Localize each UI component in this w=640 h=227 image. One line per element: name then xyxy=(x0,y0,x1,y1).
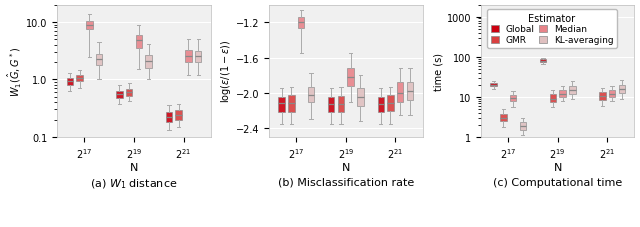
PathPatch shape xyxy=(145,55,152,68)
PathPatch shape xyxy=(298,18,305,28)
PathPatch shape xyxy=(490,84,497,87)
PathPatch shape xyxy=(520,123,526,130)
PathPatch shape xyxy=(185,51,191,63)
PathPatch shape xyxy=(348,69,354,86)
PathPatch shape xyxy=(76,76,83,82)
PathPatch shape xyxy=(378,98,384,113)
PathPatch shape xyxy=(308,87,314,102)
Y-axis label: $W_1(\hat{G}, G^*)$: $W_1(\hat{G}, G^*)$ xyxy=(6,46,24,96)
PathPatch shape xyxy=(126,90,132,96)
PathPatch shape xyxy=(397,83,403,102)
PathPatch shape xyxy=(195,52,202,63)
Text: (c) Computational time: (c) Computational time xyxy=(493,177,622,187)
Text: (b) Misclassification rate: (b) Misclassification rate xyxy=(278,177,414,187)
PathPatch shape xyxy=(357,89,364,107)
PathPatch shape xyxy=(67,79,73,86)
PathPatch shape xyxy=(569,86,575,94)
PathPatch shape xyxy=(407,83,413,100)
PathPatch shape xyxy=(338,97,344,113)
PathPatch shape xyxy=(166,113,172,123)
PathPatch shape xyxy=(599,93,605,100)
X-axis label: N: N xyxy=(342,162,350,172)
Y-axis label: time (s): time (s) xyxy=(434,52,444,90)
Y-axis label: $\log(\varepsilon/(1-\varepsilon))$: $\log(\varepsilon/(1-\varepsilon))$ xyxy=(219,40,233,103)
PathPatch shape xyxy=(387,96,394,112)
PathPatch shape xyxy=(86,22,93,30)
PathPatch shape xyxy=(510,96,516,101)
PathPatch shape xyxy=(550,95,556,102)
PathPatch shape xyxy=(328,98,335,113)
Text: (a) $W_1$ distance: (a) $W_1$ distance xyxy=(90,177,178,190)
PathPatch shape xyxy=(136,35,142,49)
PathPatch shape xyxy=(288,96,294,113)
PathPatch shape xyxy=(609,91,615,97)
PathPatch shape xyxy=(619,86,625,94)
PathPatch shape xyxy=(175,111,182,120)
X-axis label: N: N xyxy=(130,162,138,172)
PathPatch shape xyxy=(500,114,506,121)
PathPatch shape xyxy=(278,98,285,113)
PathPatch shape xyxy=(589,38,596,45)
Legend: Global, GMR, Median, KL-averaging: Global, GMR, Median, KL-averaging xyxy=(487,10,617,49)
PathPatch shape xyxy=(559,91,566,97)
PathPatch shape xyxy=(540,60,547,63)
X-axis label: N: N xyxy=(554,162,562,172)
PathPatch shape xyxy=(96,54,102,65)
PathPatch shape xyxy=(116,91,123,98)
